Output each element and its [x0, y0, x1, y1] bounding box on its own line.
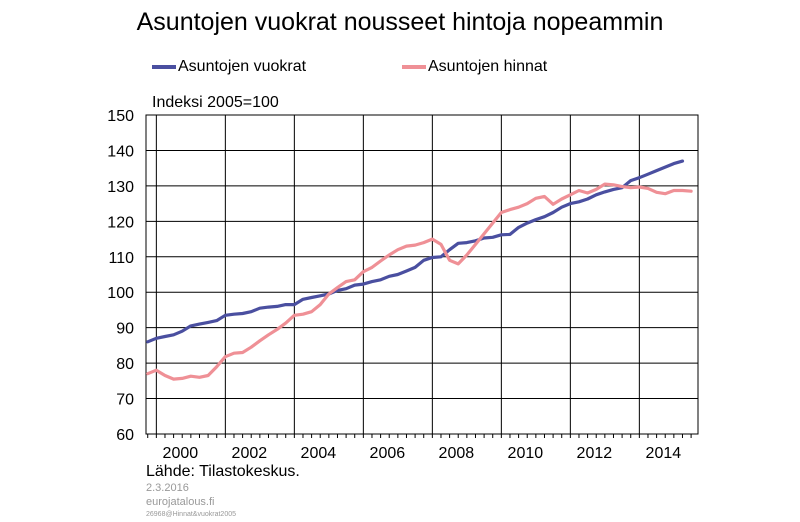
publish-date: 2.3.2016 [146, 482, 189, 494]
site-name: eurojatalous.fi [146, 496, 215, 508]
series-line-hinnat [146, 182, 693, 381]
y-tick-label: 110 [108, 250, 134, 267]
series-line-vuokrat [146, 159, 685, 344]
y-tick-label: 100 [107, 285, 134, 302]
x-tick-label: 2014 [646, 445, 682, 462]
x-tick-label: 2006 [370, 445, 406, 462]
x-tick-label: 2000 [163, 445, 199, 462]
y-tick-label: 70 [116, 392, 134, 409]
x-tick-label: 2008 [439, 445, 475, 462]
y-tick-label: 60 [116, 427, 134, 444]
source-note: Lähde: Tilastokeskus. [146, 463, 300, 480]
legend-label-hinnat: Asuntojen hinnat [428, 58, 548, 75]
chart-legend: Asuntojen vuokrat Asuntojen hinnat [0, 58, 800, 80]
legend-swatch-hinnat [402, 65, 426, 69]
y-tick-label: 130 [107, 179, 134, 196]
x-tick-label: 2010 [508, 445, 544, 462]
y-axis-unit-label: Indeksi 2005=100 [152, 94, 279, 111]
y-tick-label: 140 [107, 143, 134, 160]
chart-code: 26968@Hinnat&vuokrat2005 [146, 511, 237, 518]
x-tick-label: 2012 [577, 445, 613, 462]
legend-item-hinnat: Asuntojen hinnat [402, 58, 547, 76]
x-tick-label: 2002 [232, 445, 268, 462]
y-tick-label: 120 [107, 214, 134, 231]
legend-item-vuokrat: Asuntojen vuokrat [152, 58, 306, 76]
y-tick-label: 80 [116, 356, 134, 373]
chart-title: Asuntojen vuokrat nousseet hintoja nopea… [136, 8, 664, 36]
plot-frame [145, 114, 699, 435]
y-tick-label: 90 [116, 321, 134, 338]
x-tick-label: 2004 [301, 445, 337, 462]
legend-swatch-vuokrat [152, 65, 176, 69]
legend-label-vuokrat: Asuntojen vuokrat [178, 58, 307, 75]
y-tick-label: 150 [107, 108, 134, 125]
